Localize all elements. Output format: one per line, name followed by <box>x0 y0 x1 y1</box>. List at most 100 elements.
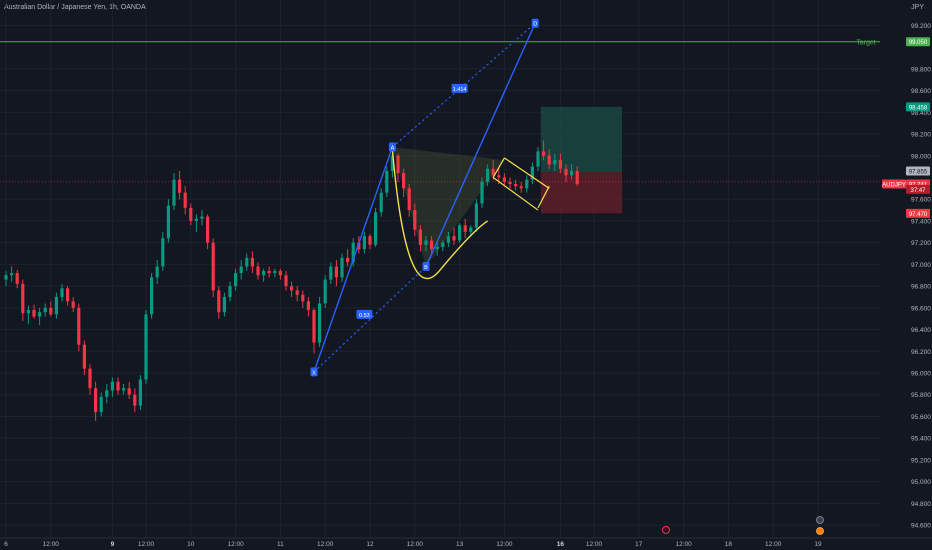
entry-price-tag-text: 97.855 <box>909 169 928 175</box>
candle-body <box>519 186 523 189</box>
countdown-tag-text: 37:47 <box>910 188 926 194</box>
candle-body <box>127 388 131 395</box>
candle-body <box>362 236 366 250</box>
price-labels: 99.05098.45897.855AUDJPY97.74137:4797.47… <box>882 37 930 218</box>
candle-body <box>32 309 36 317</box>
candle-body <box>239 266 243 274</box>
ratio-xb-box <box>356 309 373 319</box>
candle-body <box>558 160 562 169</box>
entry-price-tag-bg <box>906 166 930 176</box>
candle-body <box>4 275 8 280</box>
sl-price-tag-text: 97.470 <box>909 212 928 218</box>
candle-body <box>222 296 226 313</box>
position-zones <box>540 106 622 214</box>
y-tick-label: 98.800 <box>911 66 931 73</box>
candle-body <box>390 155 394 171</box>
x-tick-label: 13 <box>456 541 464 548</box>
y-tick-label: 97.000 <box>911 262 931 269</box>
candle-body <box>66 288 70 302</box>
candle-body <box>430 240 434 250</box>
candle-body <box>407 188 411 211</box>
x-tick-label: 12:00 <box>675 541 692 548</box>
x-tick-label: 19 <box>814 541 822 548</box>
candle-body <box>542 151 546 156</box>
candle-body <box>469 227 473 232</box>
candle-body <box>295 290 299 295</box>
point-x-box <box>310 367 318 377</box>
candle-body <box>15 273 19 284</box>
candle-body <box>166 205 170 239</box>
candle-body <box>99 396 103 413</box>
candle-body <box>49 307 53 315</box>
candle-body <box>452 236 456 241</box>
candle-body <box>396 155 400 174</box>
candle-body <box>463 225 467 232</box>
ratio-ad-box <box>451 83 468 93</box>
candle-body <box>329 266 333 280</box>
x-tick-label: 12:00 <box>317 541 334 548</box>
candle-body <box>256 266 260 276</box>
leg-xb-dotted <box>313 266 427 373</box>
x-tick-label: 12:00 <box>586 541 603 548</box>
x-tick-label: 12:00 <box>227 541 244 548</box>
candle-body <box>323 279 327 304</box>
y-tick-label: 98.000 <box>911 153 931 160</box>
x-tick-label: 12 <box>366 541 374 548</box>
candle-body <box>379 192 383 213</box>
candle-body <box>424 240 428 245</box>
candle-body <box>334 266 338 278</box>
axes: 99.200 98.800 98.600 98.400 98.200 98.000 97.6… <box>0 23 932 548</box>
y-tick-label: 96.800 <box>911 284 931 291</box>
leg-xa <box>313 146 394 373</box>
leg-ad-dotted <box>392 22 536 148</box>
event-marker-icon-2 <box>816 527 824 535</box>
y-tick-label: 96.600 <box>911 305 931 312</box>
candle-body <box>200 216 204 219</box>
candle-body <box>206 216 210 243</box>
flag-lower <box>492 176 539 211</box>
ratio-ad-text: 1.414 <box>453 87 467 93</box>
countdown-tag-bg <box>906 184 930 194</box>
flag-left <box>492 157 505 178</box>
ratio-xb-text: 0.53 <box>359 313 370 319</box>
point-d-text: D <box>533 22 537 28</box>
candle-body <box>290 286 294 291</box>
currency-label: JPY <box>911 4 924 11</box>
candle-body <box>82 344 86 369</box>
x-tick-label: 12:00 <box>765 541 782 548</box>
x-tick-label: 16 <box>557 541 565 548</box>
x-tick-label: 12:00 <box>496 541 513 548</box>
candle-body <box>155 266 159 278</box>
x-tick-label: 18 <box>725 541 733 548</box>
candle-body <box>138 379 142 406</box>
candle-body <box>525 179 529 189</box>
y-tick-label: 97.600 <box>911 197 931 204</box>
chart-title: Australian Dollar / Japanese Yen, 1h, OA… <box>4 4 146 11</box>
point-d-box <box>531 18 539 28</box>
candle-body <box>172 179 176 206</box>
candle-body <box>530 166 534 180</box>
point-a-text: A <box>391 146 395 152</box>
symbol-tag-bg <box>882 179 906 189</box>
y-tick-label: 98.200 <box>911 132 931 139</box>
y-tick-label: 95.200 <box>911 457 931 464</box>
y-tick-label: 98.400 <box>911 110 931 117</box>
x-tick-label: 6 <box>4 541 8 548</box>
candle-body <box>10 273 14 276</box>
x-tick-label: 17 <box>635 541 643 548</box>
cup-curve <box>391 149 488 280</box>
candle-body <box>77 307 81 345</box>
y-tick-label: 96.000 <box>911 371 931 378</box>
candle-body <box>54 296 58 315</box>
candle-body <box>312 309 316 343</box>
candle-body <box>306 301 310 310</box>
horizontal-lines: Target <box>0 40 880 183</box>
candle-body <box>228 286 232 297</box>
x-tick-label: 11 <box>277 541 284 548</box>
leg-bd <box>425 22 536 267</box>
candle-body <box>351 242 355 263</box>
candle-body <box>245 257 249 267</box>
candle-body <box>547 155 551 165</box>
candle-body <box>446 236 450 243</box>
